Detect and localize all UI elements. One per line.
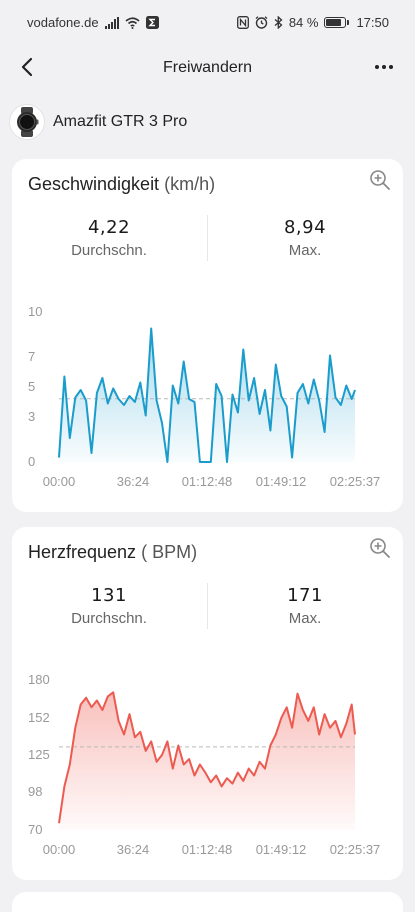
device-row[interactable]: Amazfit GTR 3 Pro [10,102,187,142]
back-arrow-icon[interactable] [16,54,42,80]
status-right: 84 % 17:50 [236,15,389,30]
speed-avg-value: 4,22 [87,217,131,238]
clock: 17:50 [356,15,389,30]
status-left: vodafone.de [27,15,159,30]
heart-avg: 131 Durchschn. [39,585,179,627]
signal-icon [104,16,119,29]
page-title: Freiwandern [163,59,252,76]
speed-title: Geschwindigkeit [28,174,160,194]
nav-bar: Freiwandern [0,44,415,92]
x-tick-label: 01:12:48 [182,842,233,857]
x-tick-label: 02:25:37 [330,842,381,857]
nfc-icon [236,16,249,29]
y-tick-label: 180 [28,672,50,687]
smartwatch-icon [17,107,39,137]
wifi-icon [125,16,140,29]
speed-unit: (km/h) [164,174,216,194]
heart-avg-label: Durchschn. [71,610,147,627]
y-tick-label: 70 [28,822,42,837]
y-tick-label: 0 [28,454,35,469]
speed-card: Geschwindigkeit (km/h) 4,22 Durchschn. 8… [12,159,403,512]
y-tick-label: 125 [28,747,50,762]
y-tick-label: 5 [28,379,35,394]
speed-stat-divider [207,215,208,261]
heart-rate-card: Herzfrequenz ( BPM) 131 Durchschn. 171 M… [12,527,403,880]
series-line [58,327,356,463]
speed-max-value: 8,94 [283,217,327,238]
zoom-in-icon[interactable] [369,537,391,559]
y-tick-label: 98 [28,784,42,799]
heart-unit: ( BPM) [141,542,198,562]
next-card-peek [12,892,403,912]
battery-icon [324,17,350,28]
status-bar: vodafone.de 84 % [0,0,415,44]
heart-max: 171 Max. [235,585,375,627]
x-tick-label: 01:12:48 [182,474,233,489]
speed-avg: 4,22 Durchschn. [39,217,179,259]
speed-max: 8,94 Max. [235,217,375,259]
x-tick-label: 36:24 [117,474,150,489]
heart-title: Herzfrequenz [28,542,137,562]
speed-max-label: Max. [288,242,322,259]
x-tick-label: 01:49:12 [256,474,307,489]
series-area [59,328,355,462]
x-tick-label: 36:24 [117,842,150,857]
y-tick-label: 7 [28,349,35,364]
speed-avg-label: Durchschn. [71,242,147,259]
x-tick-label: 02:25:37 [330,474,381,489]
zoom-in-icon[interactable] [369,169,391,191]
y-tick-label: 3 [28,409,35,424]
device-name: Amazfit GTR 3 Pro [53,113,188,130]
device-avatar [10,105,44,139]
alarm-icon [255,16,268,29]
speed-card-title: Geschwindigkeit (km/h) [28,174,215,195]
series-line [58,691,356,824]
y-tick-label: 152 [28,710,50,725]
bluetooth-icon [274,16,283,29]
carrier-label: vodafone.de [27,15,99,30]
heart-avg-value: 131 [91,585,127,606]
x-tick-label: 01:49:12 [256,842,307,857]
x-tick-label: 00:00 [43,474,76,489]
more-options-icon[interactable] [371,56,397,78]
x-tick-label: 00:00 [43,842,76,857]
y-tick-label: 10 [28,304,42,319]
speed-chart: 10 7 5 3 0 00:00 36:24 01:12:48 01:49:12 02:25:37 [28,304,381,489]
series-area [59,692,355,830]
heart-max-value: 171 [287,585,323,606]
sigma-notification-icon [145,16,159,29]
heart-card-title: Herzfrequenz ( BPM) [28,542,197,563]
battery-percent: 84 % [288,15,319,30]
heart-max-label: Max. [288,610,322,627]
heart-stat-divider [207,583,208,629]
